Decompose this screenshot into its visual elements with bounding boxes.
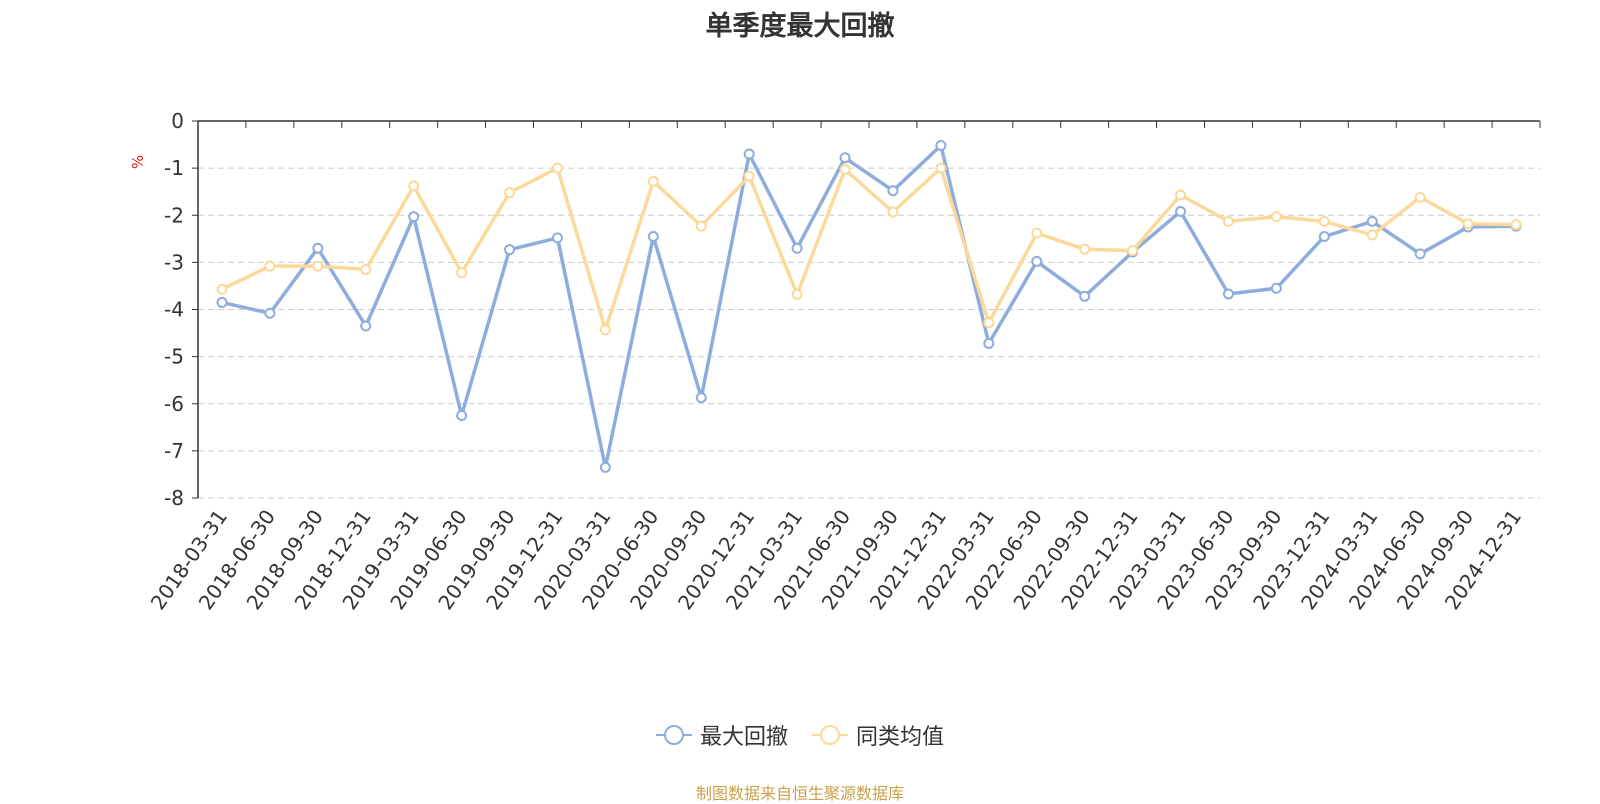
y-tick-label: -8 — [164, 486, 184, 510]
data-point-series-0 — [1318, 230, 1330, 242]
data-point-series-1 — [839, 164, 851, 176]
data-point-series-0 — [1366, 215, 1378, 227]
data-point-series-0 — [935, 140, 947, 152]
data-point-series-1 — [1127, 245, 1139, 257]
data-point-series-0 — [743, 148, 755, 160]
data-point-series-1 — [1462, 218, 1474, 230]
series-line-1 — [221, 166, 1517, 332]
data-point-series-1 — [599, 324, 611, 336]
data-point-series-0 — [1222, 288, 1234, 300]
data-point-series-0 — [456, 410, 468, 422]
legend: 最大回撤 同类均值 — [0, 719, 1600, 751]
data-point-series-1 — [647, 175, 659, 187]
data-point-series-1 — [1414, 191, 1426, 203]
data-point-series-1 — [1366, 229, 1378, 241]
data-point-series-0 — [1414, 248, 1426, 260]
data-point-series-1 — [456, 267, 468, 279]
data-point-series-1 — [504, 187, 516, 199]
data-point-series-1 — [695, 220, 707, 232]
y-tick-label: -6 — [164, 392, 184, 416]
data-point-series-0 — [983, 337, 995, 349]
data-point-series-0 — [216, 296, 228, 308]
data-point-series-1 — [1510, 219, 1522, 231]
data-point-series-1 — [312, 260, 324, 272]
data-point-series-0 — [647, 230, 659, 242]
data-point-series-1 — [1222, 215, 1234, 227]
data-point-series-1 — [551, 162, 563, 174]
data-point-series-1 — [408, 180, 420, 192]
data-point-series-1 — [983, 317, 995, 329]
data-point-series-1 — [1079, 243, 1091, 255]
legend-item-series-0[interactable]: 最大回撤 — [655, 719, 788, 751]
legend-swatch-dot — [663, 725, 684, 745]
legend-swatch-series-0 — [655, 725, 692, 745]
data-point-series-1 — [887, 206, 899, 218]
y-tick-label: -1 — [164, 156, 184, 180]
data-point-series-1 — [935, 162, 947, 174]
data-point-series-1 — [1031, 227, 1043, 239]
y-tick-label: -3 — [164, 250, 184, 274]
legend-swatch-dot — [820, 725, 840, 745]
y-tick-label: -4 — [164, 298, 184, 322]
data-point-series-0 — [504, 244, 516, 256]
chart-title: 单季度最大回撤 — [705, 11, 895, 42]
data-point-series-1 — [791, 288, 803, 300]
data-point-series-1 — [216, 283, 228, 295]
legend-label-series-1: 同类均值 — [856, 725, 945, 750]
data-point-series-1 — [264, 260, 276, 272]
y-tick-label: 0 — [171, 109, 184, 133]
data-point-series-0 — [1079, 290, 1091, 302]
data-point-series-1 — [1318, 215, 1330, 227]
data-point-series-0 — [408, 211, 420, 223]
legend-label-series-0: 最大回撤 — [699, 725, 788, 750]
legend-swatch-series-1 — [812, 725, 848, 745]
data-point-series-0 — [599, 461, 611, 473]
data-point-series-0 — [791, 242, 803, 254]
y-axis-label: % — [129, 155, 147, 169]
series-line-0 — [221, 143, 1517, 470]
y-tick-label: -7 — [164, 439, 184, 463]
source-footer: 制图数据来自恒生聚源数据库 — [695, 784, 904, 803]
data-point-series-0 — [264, 307, 276, 319]
data-point-series-1 — [743, 170, 755, 182]
legend-item-series-1[interactable]: 同类均值 — [812, 719, 944, 751]
data-point-series-1 — [1175, 189, 1187, 201]
data-point-series-0 — [1270, 282, 1282, 294]
data-point-series-0 — [1175, 205, 1187, 217]
data-point-series-0 — [551, 232, 563, 244]
data-point-series-0 — [839, 152, 851, 164]
data-point-series-1 — [1270, 211, 1282, 223]
y-tick-label: -5 — [164, 345, 184, 369]
data-point-series-0 — [1031, 255, 1043, 267]
data-point-series-0 — [695, 392, 707, 404]
data-point-series-0 — [887, 185, 899, 197]
data-point-series-0 — [360, 320, 372, 332]
data-point-series-1 — [360, 263, 372, 275]
y-tick-label: -2 — [164, 203, 184, 227]
data-point-series-0 — [312, 242, 324, 254]
